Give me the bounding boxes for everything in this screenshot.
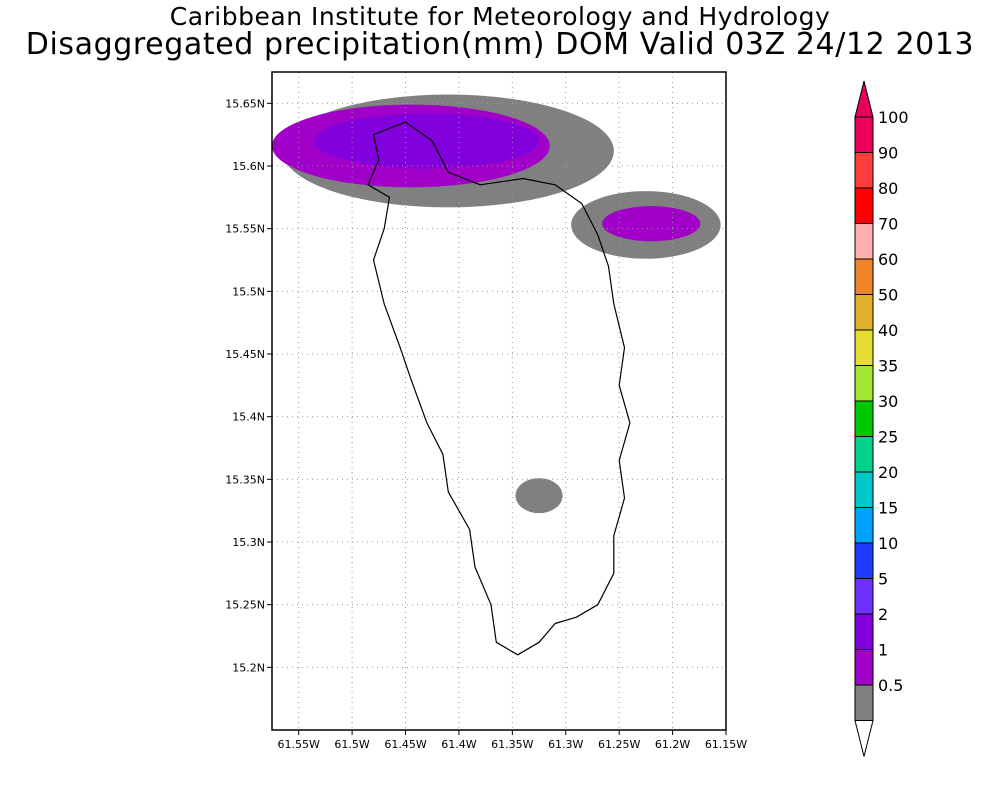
colorbar-label: 25	[878, 428, 898, 447]
colorbar-label: 60	[878, 250, 898, 269]
colorbar-top-arrow	[854, 80, 874, 118]
map-plot-area	[272, 72, 726, 730]
lon-tick-label: 61.35W	[491, 738, 533, 751]
colorbar-swatch-80	[854, 187, 874, 224]
colorbar-swatch-25	[854, 436, 874, 473]
colorbar-swatch-15	[854, 507, 874, 544]
colorbar: 100 90 80 70 60 50 40 35 30 25 20 15 10 5 2 1 0.5	[854, 80, 909, 757]
lon-tick-label: 61.3W	[548, 738, 583, 751]
island-outline	[367, 121, 631, 656]
colorbar-swatch-100	[854, 116, 874, 153]
colorbar-swatch-5	[854, 578, 874, 615]
colorbar-swatch-10	[854, 542, 874, 579]
map-axes: 61.55W 61.5W 61.45W 61.4W 61.35W 61.3W 61.25W 6…	[225, 97, 747, 751]
lon-tick-label: 61.5W	[334, 738, 369, 751]
colorbar-label: 30	[878, 392, 898, 411]
island-coastline	[367, 121, 631, 656]
colorbar-swatch-0_5	[854, 684, 874, 721]
colorbar-label: 0.5	[878, 676, 903, 695]
grid-lines	[272, 72, 726, 730]
colorbar-label: 15	[878, 499, 898, 518]
colorbar-label: 50	[878, 286, 898, 305]
map-frame	[271, 71, 727, 731]
colorbar-swatch-60	[854, 258, 874, 295]
lat-tick-label: 15.3N	[232, 536, 265, 549]
colorbar-swatch-30	[854, 400, 874, 437]
colorbar-swatch-2	[854, 613, 874, 650]
lat-tick-label: 15.25N	[225, 599, 265, 612]
colorbar-label: 90	[878, 144, 898, 163]
colorbar-label: 80	[878, 179, 898, 198]
colorbar-label: 20	[878, 463, 898, 482]
lon-tick-label: 61.15W	[705, 738, 747, 751]
colorbar-label: 2	[878, 605, 888, 624]
title-line-2: Disaggregated precipitation(mm) DOM Vali…	[25, 27, 975, 62]
precip-area-0_5-2	[515, 478, 563, 514]
lon-tick-label: 61.55W	[278, 738, 320, 751]
lat-tick-label: 15.35N	[225, 473, 265, 486]
lon-tick-label: 61.25W	[598, 738, 640, 751]
lat-tick-label: 15.4N	[232, 411, 265, 424]
lat-tick-label: 15.5N	[232, 285, 265, 298]
lat-tick-label: 15.6N	[232, 160, 265, 173]
colorbar-swatch-35	[854, 365, 874, 402]
lat-tick-label: 15.45N	[225, 348, 265, 361]
lon-tick-label: 61.4W	[441, 738, 476, 751]
lat-tick-label: 15.55N	[225, 223, 265, 236]
colorbar-label: 70	[878, 215, 898, 234]
colorbar-swatch-20	[854, 471, 874, 508]
colorbar-label: 40	[878, 321, 898, 340]
colorbar-swatch-40	[854, 329, 874, 366]
lat-tick-label: 15.65N	[225, 97, 265, 110]
colorbar-swatch-90	[854, 152, 874, 189]
lon-tick-label: 61.45W	[384, 738, 426, 751]
colorbar-swatch-50	[854, 294, 874, 331]
colorbar-label: 10	[878, 534, 898, 553]
colorbar-bottom-arrow	[854, 720, 874, 757]
precip-area-2-5	[314, 113, 540, 169]
lon-tick-label: 61.2W	[655, 738, 690, 751]
precip-area-1-4	[602, 206, 701, 242]
lat-tick-label: 15.2N	[232, 661, 265, 674]
colorbar-label: 100	[878, 108, 909, 127]
colorbar-label: 35	[878, 357, 898, 376]
title-line-1: Caribbean Institute for Meteorology and …	[169, 2, 831, 31]
colorbar-swatch-1	[854, 649, 874, 686]
colorbar-label: 1	[878, 641, 888, 660]
colorbar-label: 5	[878, 570, 888, 589]
precip-layer	[272, 94, 721, 514]
colorbar-swatch-70	[854, 223, 874, 260]
